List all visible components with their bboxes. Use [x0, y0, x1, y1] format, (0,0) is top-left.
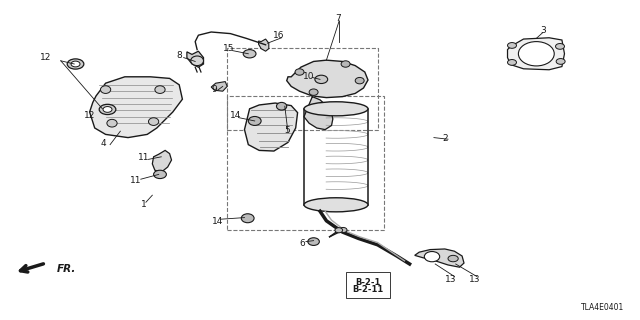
Text: 4: 4 — [101, 139, 106, 148]
Text: 10: 10 — [303, 72, 314, 81]
Text: 2: 2 — [442, 134, 447, 143]
Ellipse shape — [67, 59, 84, 69]
Ellipse shape — [355, 77, 364, 84]
Text: 8: 8 — [177, 51, 182, 60]
Ellipse shape — [424, 252, 440, 262]
Polygon shape — [259, 39, 269, 51]
Ellipse shape — [248, 116, 261, 125]
Ellipse shape — [155, 86, 165, 93]
Text: 12: 12 — [40, 53, 52, 62]
Ellipse shape — [191, 56, 204, 66]
Ellipse shape — [103, 107, 112, 112]
Polygon shape — [152, 150, 172, 172]
Ellipse shape — [304, 102, 368, 116]
Text: FR.: FR. — [56, 264, 76, 274]
Polygon shape — [244, 103, 298, 151]
Text: 16: 16 — [273, 31, 284, 40]
Ellipse shape — [315, 75, 328, 84]
Text: 3: 3 — [540, 26, 545, 35]
Ellipse shape — [71, 61, 80, 67]
Polygon shape — [415, 249, 464, 267]
Text: 11: 11 — [138, 153, 150, 162]
Ellipse shape — [508, 60, 516, 65]
Ellipse shape — [99, 104, 116, 115]
Ellipse shape — [556, 44, 564, 49]
Polygon shape — [187, 51, 204, 67]
Ellipse shape — [100, 86, 111, 93]
Text: 6: 6 — [300, 239, 305, 248]
Polygon shape — [304, 97, 333, 130]
Text: 14: 14 — [230, 111, 241, 120]
Bar — [227, 48, 378, 130]
Ellipse shape — [276, 102, 287, 110]
Ellipse shape — [304, 198, 368, 212]
Polygon shape — [90, 77, 182, 138]
Text: B-2-11: B-2-11 — [353, 285, 383, 294]
Text: B-2-1: B-2-1 — [355, 278, 381, 287]
Ellipse shape — [308, 238, 319, 245]
Polygon shape — [508, 38, 564, 70]
Text: 7: 7 — [335, 14, 340, 23]
Ellipse shape — [556, 59, 565, 64]
Ellipse shape — [448, 255, 458, 262]
Ellipse shape — [508, 43, 516, 48]
Ellipse shape — [107, 119, 117, 127]
Ellipse shape — [341, 61, 350, 67]
Ellipse shape — [148, 118, 159, 125]
Polygon shape — [287, 60, 368, 98]
Text: 5: 5 — [284, 126, 289, 135]
Text: 13: 13 — [469, 275, 481, 284]
Ellipse shape — [241, 214, 254, 223]
Ellipse shape — [243, 50, 256, 58]
Text: 14: 14 — [212, 217, 223, 226]
Ellipse shape — [309, 89, 318, 95]
Text: 13: 13 — [445, 275, 457, 284]
Text: 15: 15 — [223, 44, 235, 53]
Polygon shape — [211, 82, 227, 91]
Text: 9: 9 — [212, 85, 217, 94]
Text: 11: 11 — [130, 176, 141, 185]
Bar — [227, 96, 384, 230]
Ellipse shape — [339, 228, 347, 233]
Text: TLA4E0401: TLA4E0401 — [580, 303, 624, 312]
Bar — [346, 272, 390, 298]
Ellipse shape — [154, 170, 166, 179]
Ellipse shape — [518, 42, 554, 66]
Text: 12: 12 — [84, 111, 95, 120]
Ellipse shape — [335, 228, 342, 233]
Text: 1: 1 — [141, 200, 147, 209]
Ellipse shape — [295, 69, 304, 75]
